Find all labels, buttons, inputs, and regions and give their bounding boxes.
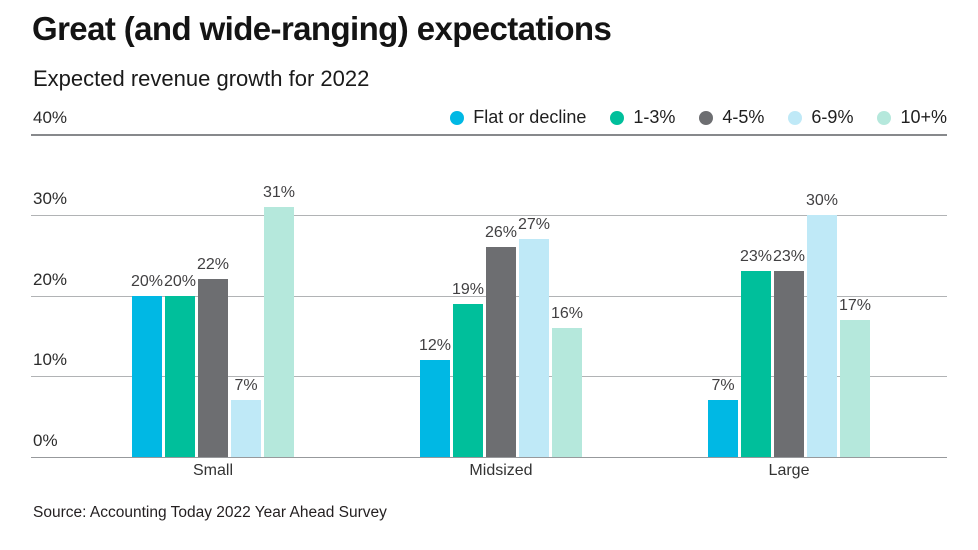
y-tick-label: 40% xyxy=(33,108,68,127)
y-tick-label: 20% xyxy=(33,269,68,289)
legend-label: 10+% xyxy=(900,107,947,127)
bar xyxy=(165,295,195,457)
bar-value-label: 26% xyxy=(484,224,518,242)
bar-value-label: 22% xyxy=(196,256,230,274)
bar-group: 7% 23% 23% 30% 17% xyxy=(708,134,872,457)
category-label: Small xyxy=(192,462,234,479)
bar-value-label: 7% xyxy=(234,377,258,395)
bar-value-label: 7% xyxy=(711,377,735,395)
page-title: Great (and wide-ranging) expectations xyxy=(32,10,612,47)
bar xyxy=(453,303,483,457)
gridline xyxy=(31,214,947,216)
legend-dot-icon xyxy=(788,110,803,125)
legend-item: 6-9% xyxy=(788,107,853,128)
bar-value-label: 16% xyxy=(550,304,584,322)
bar-value-label: 20% xyxy=(130,272,164,290)
legend-label: 1-3% xyxy=(633,107,676,127)
bar xyxy=(231,400,261,457)
legend-dot-icon xyxy=(450,110,465,125)
bar xyxy=(807,214,837,457)
bar-value-label: 23% xyxy=(772,248,806,266)
bar xyxy=(519,238,549,457)
bar-group: 20% 20% 22% 7% 31% xyxy=(130,134,296,457)
source-credit: Source: Accounting Today 2022 Year Ahead… xyxy=(33,504,387,521)
y-tick-label: 30% xyxy=(33,188,68,208)
bar-value-label: 17% xyxy=(838,296,872,314)
y-tick-label: 10% xyxy=(33,350,68,370)
legend-item: 10+% xyxy=(877,107,947,128)
legend-dot-icon xyxy=(610,110,625,125)
bar xyxy=(198,279,228,457)
bar xyxy=(132,295,162,457)
bar xyxy=(486,247,516,457)
y-tick-label: 0% xyxy=(33,431,58,450)
legend-item: 1-3% xyxy=(610,107,675,128)
bar xyxy=(420,360,450,457)
bar xyxy=(840,319,870,457)
bar-value-label: 20% xyxy=(163,272,197,290)
bar xyxy=(552,327,582,457)
legend-label: 4-5% xyxy=(722,107,765,127)
legend-label: 6-9% xyxy=(811,107,854,127)
category-label: Midsized xyxy=(469,462,533,479)
bar xyxy=(741,271,771,457)
legend: Flat or decline 1-3% 4-5% 6-9% 10+% xyxy=(450,107,947,128)
legend-item: Flat or decline xyxy=(450,107,586,128)
category-label: Large xyxy=(768,462,810,479)
legend-item: 4-5% xyxy=(699,107,764,128)
bar-value-label: 27% xyxy=(517,215,551,233)
bar xyxy=(708,400,738,457)
chart-subtitle: Expected revenue growth for 2022 xyxy=(33,66,370,91)
plot-area: 20% 20% 22% 7% 31% 12% 19% 26% 27% 16% 7% 23% 23% 30%… xyxy=(31,134,947,458)
bar-value-label: 19% xyxy=(451,280,485,298)
legend-label: Flat or decline xyxy=(473,107,587,127)
bar-value-label: 31% xyxy=(262,183,296,201)
legend-dot-icon xyxy=(699,110,714,125)
bar-group: 12% 19% 26% 27% 16% xyxy=(418,134,584,457)
bar xyxy=(774,271,804,457)
bar-value-label: 12% xyxy=(418,337,452,355)
bar-value-label: 23% xyxy=(739,248,773,266)
bar xyxy=(264,206,294,457)
gridline xyxy=(31,457,947,458)
legend-dot-icon xyxy=(877,110,892,125)
bar-value-label: 30% xyxy=(805,191,839,209)
gridline xyxy=(31,134,947,136)
